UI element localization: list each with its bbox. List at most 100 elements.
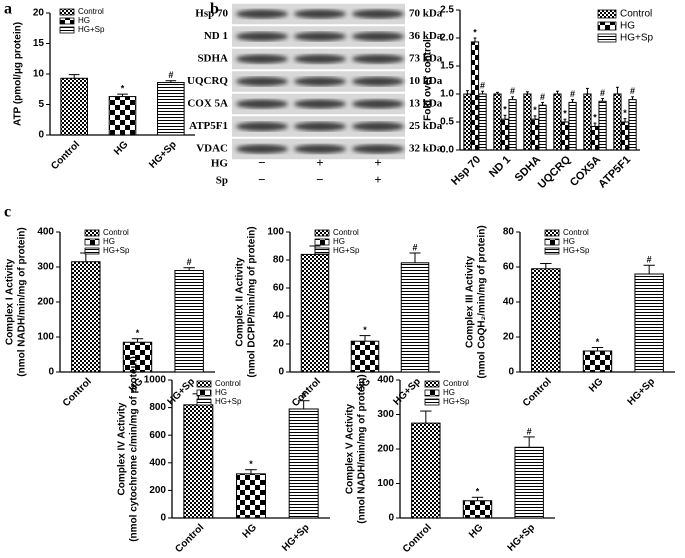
legend-label: HG xyxy=(333,237,345,246)
size-label: 36 kDa xyxy=(409,30,443,42)
blot-band xyxy=(236,32,288,41)
blot-band xyxy=(352,144,404,154)
legend-label: HG xyxy=(563,237,575,246)
legend-swatch xyxy=(84,229,100,237)
y-tick-label: 2.0 xyxy=(440,33,454,44)
significance-mark: # xyxy=(510,86,515,96)
panel-label: b xyxy=(210,1,219,18)
y-axis-label: (nmol DCPIP/min/mg of protein) xyxy=(247,226,258,377)
x-tick-label: Control xyxy=(521,376,554,409)
x-tick-label: HG+Sp xyxy=(506,522,538,554)
y-tick-label: 0 xyxy=(48,367,54,378)
blot-band xyxy=(236,99,288,109)
y-tick-label: 0.0 xyxy=(440,145,454,156)
bar xyxy=(613,93,622,151)
x-tick-label: Control xyxy=(173,522,206,555)
significance-mark: # xyxy=(480,81,485,91)
blot-band xyxy=(352,77,404,86)
y-tick-label: 15 xyxy=(33,38,45,49)
protein-label: COX 5A xyxy=(187,98,228,110)
bar xyxy=(400,262,430,373)
legend-swatch xyxy=(314,238,330,246)
bar xyxy=(462,500,493,519)
bar xyxy=(553,93,562,151)
legend-label: Control xyxy=(563,228,589,237)
bar xyxy=(463,93,472,151)
significance-mark: * xyxy=(563,109,567,119)
bar xyxy=(598,100,607,151)
significance-mark: * xyxy=(503,105,507,115)
y-tick-label: 0 xyxy=(388,513,394,524)
blot-band xyxy=(236,77,288,86)
legend-label: HG+Sp xyxy=(215,397,242,406)
bar xyxy=(183,404,214,519)
blot-band xyxy=(294,144,346,154)
significance-mark: * xyxy=(476,487,480,497)
bar xyxy=(108,96,137,136)
bar xyxy=(122,341,153,373)
bar xyxy=(583,93,592,151)
legend-label: Control xyxy=(443,379,469,388)
x-tick-label: HG+Sp xyxy=(166,376,198,408)
protein-label: VDAC xyxy=(196,143,228,155)
significance-mark: * xyxy=(593,112,597,122)
size-label: 10 kDa xyxy=(409,75,443,87)
y-tick-label: 200 xyxy=(37,297,54,308)
blot-band xyxy=(294,54,346,64)
blot-band xyxy=(236,54,288,64)
blot-band xyxy=(352,9,404,19)
x-tick-label: Control xyxy=(61,376,94,409)
y-tick-label: 300 xyxy=(37,262,54,273)
y-tick-label: 5 xyxy=(38,99,44,110)
legend-swatch xyxy=(597,9,617,19)
significance-mark: * xyxy=(136,328,140,338)
bar xyxy=(174,270,204,373)
legend-swatch xyxy=(59,17,75,25)
legend-label: HG xyxy=(103,237,115,246)
y-tick-label: 0 xyxy=(38,130,44,141)
bar xyxy=(568,101,577,151)
legend-label: Control xyxy=(215,379,241,388)
significance-mark: # xyxy=(600,88,605,98)
legend-swatch xyxy=(544,238,560,246)
x-tick-label: HG xyxy=(467,522,486,541)
blot-band xyxy=(294,122,346,131)
legend-label: HG+Sp xyxy=(78,25,105,34)
y-axis-label: Complex II Activity xyxy=(235,257,246,347)
y-tick-label: 600 xyxy=(149,430,166,441)
significance-mark: # xyxy=(630,86,635,96)
significance-mark: * xyxy=(623,108,627,118)
legend-swatch xyxy=(314,247,330,255)
y-tick-label: 80 xyxy=(503,227,515,238)
y-axis-label: (nmol NADH/min/mg of protein) xyxy=(357,374,368,523)
bar xyxy=(560,121,570,151)
legend-swatch xyxy=(544,229,560,237)
legend-swatch xyxy=(196,398,212,406)
bar xyxy=(71,261,101,373)
y-tick-label: 1.5 xyxy=(440,61,454,72)
y-tick-label: 0.5 xyxy=(440,117,454,128)
y-tick-label: 80 xyxy=(273,255,285,266)
x-tick-label: UQCRQ xyxy=(536,153,574,191)
size-label: 73 kDa xyxy=(409,53,443,65)
y-tick-label: 400 xyxy=(149,457,166,468)
y-axis-label: Complex IV Activity xyxy=(117,402,128,495)
bar xyxy=(478,93,487,151)
significance-mark: * xyxy=(473,27,477,37)
x-tick-label: HG+Sp xyxy=(626,376,658,408)
significance-mark: # xyxy=(301,390,306,400)
blot-band xyxy=(352,54,404,64)
bar xyxy=(470,41,480,151)
legend-swatch xyxy=(424,380,440,388)
significance-mark: # xyxy=(647,255,652,265)
y-tick-label: 10 xyxy=(33,69,45,80)
y-tick-label: 100 xyxy=(377,478,394,489)
y-tick-label: 1.0 xyxy=(440,89,454,100)
legend-label: HG+Sp xyxy=(443,397,470,406)
legend-swatch xyxy=(59,8,75,16)
bar xyxy=(288,408,319,519)
x-tick-label: HG+Sp xyxy=(147,139,179,171)
legend-label: HG xyxy=(620,21,635,32)
blot-band xyxy=(352,32,404,41)
